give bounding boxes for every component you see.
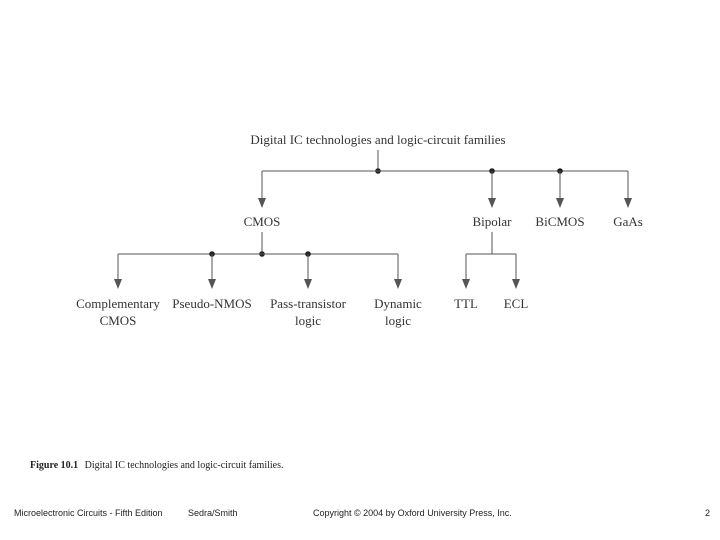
dynamic-logic-arrow: [394, 279, 402, 289]
gaas-node-label: GaAs: [613, 214, 643, 229]
bipolar-node-label: Bipolar: [473, 214, 513, 229]
footer-page-number: 2: [705, 508, 711, 518]
gaas-arrow: [624, 198, 632, 208]
dynamic-logic-label-line2: logic: [385, 313, 411, 328]
bicmos-node-label: BiCMOS: [535, 214, 584, 229]
cmos-arrow: [258, 198, 266, 208]
complementary-cmos-label-line2: CMOS: [100, 313, 137, 328]
figure-number: Figure 10.1: [30, 460, 79, 471]
cmos-node-label: CMOS: [244, 214, 281, 229]
dynamic-logic-label-line1: Dynamic: [374, 296, 422, 311]
footer-authors: Sedra/Smith: [188, 508, 238, 518]
figure-caption-text: Digital IC technologies and logic-circui…: [84, 460, 284, 471]
ttl-arrow: [462, 279, 470, 289]
ttl-label: TTL: [454, 296, 478, 311]
footer-book-title: Microelectronic Circuits - Fifth Edition: [14, 508, 163, 518]
bipolar-arrow: [488, 198, 496, 208]
bicmos-arrow: [556, 198, 564, 208]
root-node-label: Digital IC technologies and logic-circui…: [250, 132, 505, 147]
complementary-cmos-arrow: [114, 279, 122, 289]
complementary-cmos-label-line1: Complementary: [76, 296, 160, 311]
footer-copyright: Copyright © 2004 by Oxford University Pr…: [313, 508, 512, 518]
pass-transistor-label-line2: logic: [295, 313, 321, 328]
ecl-arrow: [512, 279, 520, 289]
ecl-label: ECL: [504, 296, 529, 311]
figure-caption: Figure 10.1 Digital IC technologies and …: [30, 460, 284, 471]
pseudo-nmos-arrow: [208, 279, 216, 289]
pseudo-nmos-label: Pseudo-NMOS: [172, 296, 251, 311]
pass-transistor-label-line1: Pass-transistor: [270, 296, 347, 311]
pass-transistor-arrow: [304, 279, 312, 289]
